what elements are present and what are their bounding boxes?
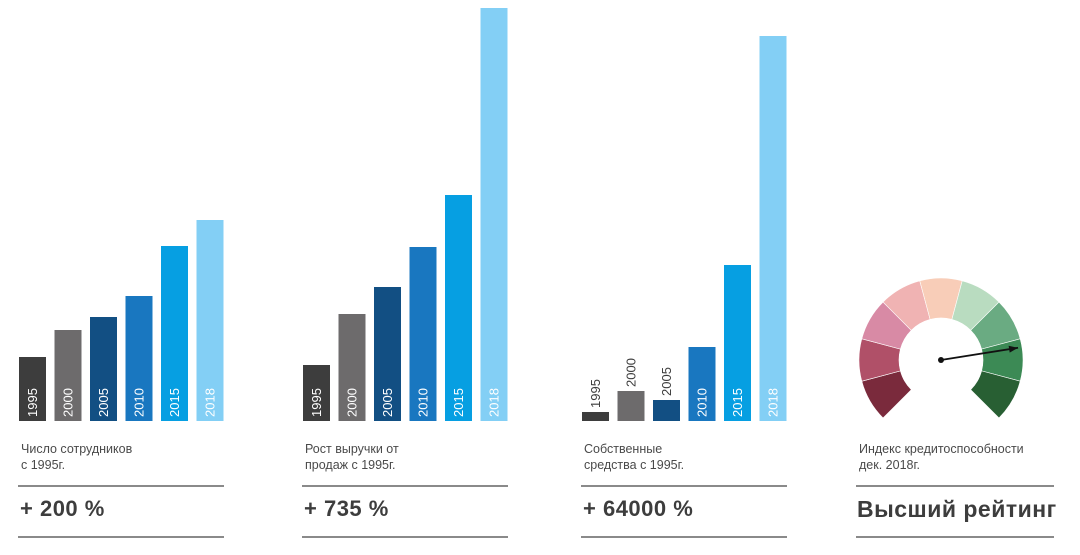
revenue-divider-bottom [302, 536, 508, 538]
bar-2005 [90, 317, 117, 421]
revenue-panel: 1995 2000 2005 2010 2015 2018 Рост выручки от… [302, 0, 510, 555]
bar-2015 [724, 265, 751, 421]
credit-rating-headline: Высший рейтинг [857, 496, 1057, 522]
bar-1995 [19, 357, 46, 421]
bar-2015 [161, 246, 188, 421]
employees-panel: 1995 2000 2005 2010 2015 2018 Число сотрудник… [18, 0, 226, 555]
equity-divider-top [581, 485, 787, 487]
equity-growth: + 64000 % [583, 496, 694, 521]
bar-label-2010: 2010 [695, 388, 710, 417]
gauge-needle-head [1008, 345, 1019, 353]
credit-rating-caption: Индекс кредитоспособности дек. 2018г. [859, 442, 1024, 472]
revenue-growth: + 735 % [304, 496, 389, 521]
bar-label-2018: 2018 [203, 388, 218, 417]
equity-caption: Собственные средства с 1995г. [584, 442, 685, 472]
bar-2015 [445, 195, 472, 421]
bar-label-2010: 2010 [132, 388, 147, 417]
revenue-caption: Рост выручки от продаж с 1995г. [305, 442, 399, 472]
bar-label-1995: 1995 [309, 388, 324, 417]
bar-label-2005: 2005 [659, 367, 674, 396]
bar-label-2000: 2000 [61, 388, 76, 417]
bar-label-2015: 2015 [167, 388, 182, 417]
gauge-needle [940, 346, 1019, 361]
bar-label-2005: 2005 [380, 388, 395, 417]
employees-caption: Число сотрудников с 1995г. [21, 442, 133, 472]
equity-panel: 1995 2000 2005 2010 2015 2018 Собственные сре… [581, 0, 789, 555]
equity-bar-chart: 1995 2000 2005 2010 2015 2018 [582, 36, 787, 421]
employees-bar-chart: 1995 2000 2005 2010 2015 2018 [19, 220, 224, 421]
bar-1995 [582, 412, 609, 421]
bar-2005 [653, 400, 680, 421]
bar-2018 [759, 36, 787, 421]
credit-rating-divider-bottom [856, 536, 1054, 538]
employees-divider-top [18, 485, 224, 487]
gauge-segment-9 [970, 370, 1021, 419]
revenue-bar-chart: 1995 2000 2005 2010 2015 2018 [303, 8, 508, 421]
bar-2000 [617, 391, 645, 421]
bar-label-2010: 2010 [416, 388, 431, 417]
gauge-pivot [938, 357, 944, 363]
bar-label-2018: 2018 [487, 388, 502, 417]
revenue-divider-top [302, 485, 508, 487]
bar-2000 [338, 314, 366, 421]
bar-label-2000: 2000 [345, 388, 360, 417]
bar-2018 [480, 8, 508, 421]
bar-label-2005: 2005 [96, 388, 111, 417]
credit-rating-gauge [858, 277, 1024, 419]
bar-2005 [374, 287, 401, 421]
bar-2010 [409, 247, 437, 421]
credit-rating-divider-top [856, 485, 1054, 487]
bar-2010 [688, 347, 716, 421]
bar-label-1995: 1995 [25, 388, 40, 417]
bar-2018 [196, 220, 224, 421]
equity-divider-bottom [581, 536, 787, 538]
credit-rating-panel: Индекс кредитоспособности дек. 2018г. Вы… [856, 0, 1066, 555]
bar-2010 [125, 296, 153, 421]
bar-label-2015: 2015 [730, 388, 745, 417]
employees-divider-bottom [18, 536, 224, 538]
bar-label-1995: 1995 [588, 379, 603, 408]
bar-label-2015: 2015 [451, 388, 466, 417]
bar-1995 [303, 365, 330, 421]
employees-growth: + 200 % [20, 496, 105, 521]
bar-label-2000: 2000 [624, 358, 639, 387]
bar-2000 [54, 330, 82, 421]
bar-label-2018: 2018 [766, 388, 781, 417]
